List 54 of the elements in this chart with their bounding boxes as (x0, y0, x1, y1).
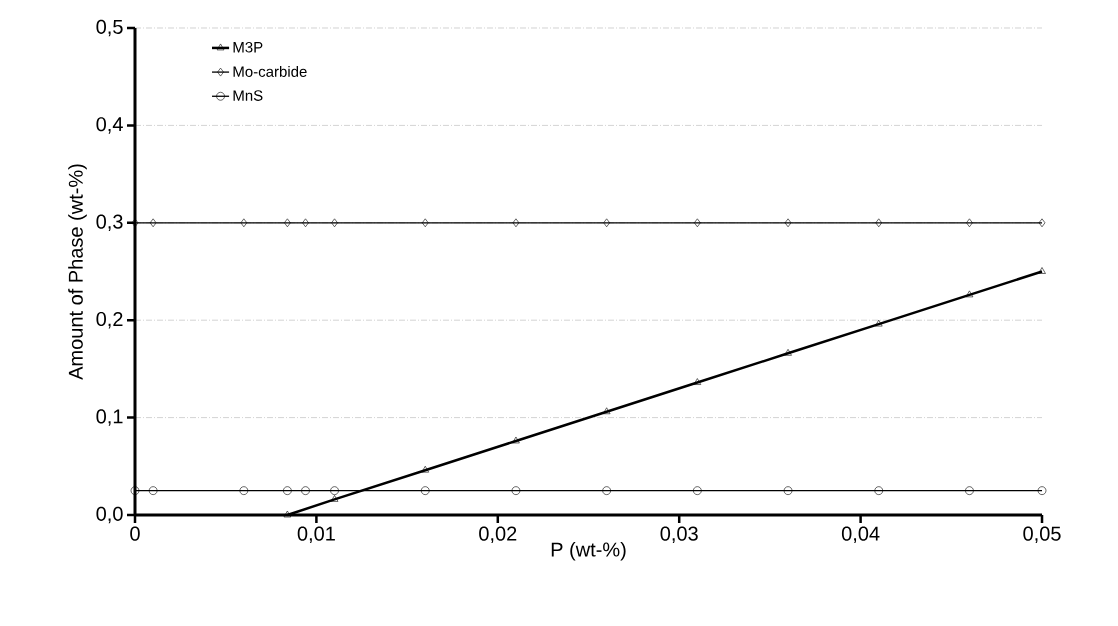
point (330, 486, 339, 495)
x-tick-label: 0,02 (479, 526, 517, 544)
point (966, 218, 973, 228)
point (512, 436, 520, 444)
x-tick-label: 0,01 (297, 526, 335, 544)
point (783, 486, 793, 495)
point (130, 486, 140, 495)
point (965, 290, 974, 298)
point (512, 218, 520, 228)
point (284, 218, 291, 228)
x-tick-label: 0 (130, 526, 140, 541)
point (283, 510, 292, 518)
point (239, 486, 249, 495)
point (875, 218, 883, 228)
point (420, 486, 430, 495)
point (874, 486, 884, 495)
y-tick-label: 0,4 (96, 117, 123, 134)
y-tick-label: 0,0 (96, 506, 123, 524)
y-tick-label: 0,5 (96, 19, 123, 37)
point (693, 486, 702, 495)
point (283, 486, 292, 495)
point (421, 218, 429, 228)
point (874, 319, 883, 327)
y-tick-label: 0,1 (96, 409, 123, 426)
point (693, 378, 702, 385)
y-axis-title: Amount of Phase (wt-%) (68, 164, 87, 380)
point (784, 218, 792, 228)
point (301, 486, 310, 495)
point (421, 465, 430, 473)
point (602, 486, 611, 495)
point (331, 218, 338, 228)
legend-label: MnS (233, 90, 263, 101)
x-axis-title: P (wt-%) (551, 541, 626, 561)
x-tick-label: 0,04 (841, 526, 880, 544)
point (965, 486, 974, 495)
point (1038, 218, 1046, 228)
legend-label: M3P (233, 41, 263, 53)
point (148, 486, 158, 495)
legend-label: Mo-carbide (233, 65, 307, 77)
point (603, 218, 610, 228)
x-tick-label: 0,03 (660, 526, 698, 544)
point (149, 218, 157, 228)
point (330, 495, 339, 502)
point (1037, 486, 1047, 495)
point (240, 218, 248, 228)
point (784, 349, 792, 356)
point (602, 407, 611, 415)
point (511, 486, 521, 495)
point (302, 218, 309, 228)
y-tick-label: 0,3 (96, 214, 123, 232)
point (694, 218, 701, 228)
point (1038, 267, 1046, 274)
x-tick-label: 0,05 (1023, 526, 1061, 544)
y-tick-label: 0,2 (96, 311, 123, 329)
